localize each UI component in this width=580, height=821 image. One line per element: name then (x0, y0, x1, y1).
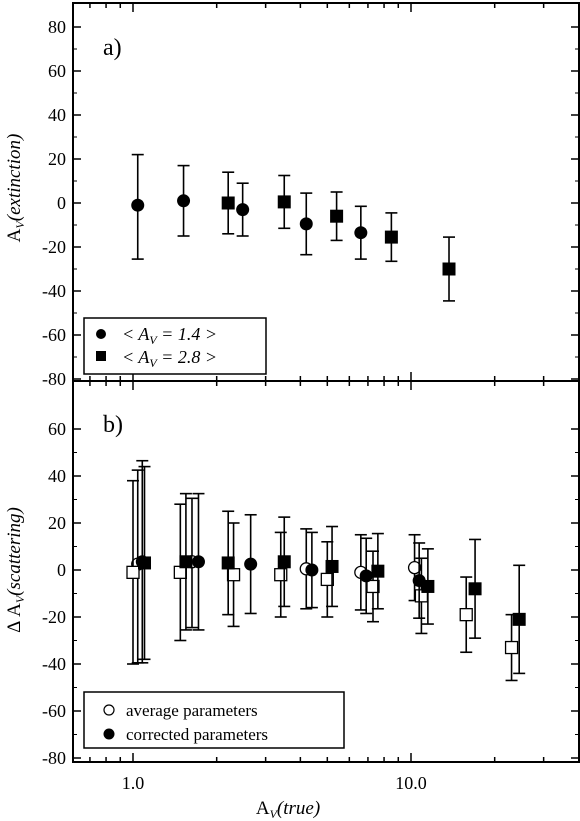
legend: average parameters corrected parameters (83, 691, 345, 749)
data-point-square (330, 209, 344, 223)
y-axis-title-sub: V (13, 220, 27, 229)
y-tick-label: -80 (42, 748, 66, 768)
legend-entry: < AV = 1.4 > (122, 324, 217, 347)
y-tick-label: -60 (42, 325, 66, 345)
data-point-square (442, 262, 456, 276)
data-point-open-square (459, 608, 473, 622)
x-axis-title: AV(true) (256, 798, 320, 821)
legend-entry-sub: V (149, 333, 158, 347)
legend: < AV = 1.4 >< AV = 2.8 > (83, 317, 267, 375)
y-axis-title: AV(extinction) (4, 134, 27, 243)
series-2 (135, 459, 426, 664)
y-tick-label: -60 (42, 701, 66, 721)
legend-marker-square (96, 351, 106, 361)
x-axis-title-paren: (true) (277, 798, 320, 819)
y-tick-label: -80 (42, 369, 66, 389)
data-point-open-square (504, 640, 519, 655)
data-point-square (512, 612, 526, 626)
data-point-open-square (366, 579, 380, 594)
y-axis-title-sub: V (13, 594, 27, 603)
legend-entry-average: average parameters (126, 701, 258, 720)
x-tick-label: 10.0 (395, 773, 427, 793)
panel-label: a) (103, 35, 122, 61)
data-point-circle (359, 569, 373, 583)
data-point-square (277, 195, 291, 209)
data-point-square (325, 559, 339, 573)
y-tick-label: 80 (48, 17, 66, 37)
series-3 (138, 465, 526, 675)
data-point-circle (177, 194, 191, 208)
plot-frame (72, 380, 580, 763)
panel-label: b) (103, 412, 123, 438)
legend-marker-circle (96, 329, 106, 339)
y-tick-label: 60 (48, 61, 66, 81)
data-point-open-circle (407, 561, 422, 575)
data-point-square (221, 556, 235, 570)
x-axis-title-main: A (256, 798, 270, 819)
y-axis-title: Δ AV(scattering) (4, 507, 27, 633)
y-axis-title-main: A (4, 228, 25, 242)
data-point-circle (299, 217, 313, 231)
legend-box (83, 691, 345, 749)
data-point-open-square (226, 568, 241, 582)
legend-marker-open-circle (103, 704, 115, 716)
y-tick-label: 60 (48, 419, 66, 439)
series-0 (131, 153, 368, 260)
y-tick-label: 40 (48, 466, 66, 486)
legend-entry-main: < A (122, 324, 150, 344)
y-tick-label: 20 (48, 513, 66, 533)
y-tick-label: 40 (48, 105, 66, 125)
data-point-circle (305, 563, 319, 577)
y-tick-label: 0 (57, 193, 66, 213)
data-point-square (138, 556, 152, 570)
legend-entry-main: < A (122, 347, 150, 367)
data-point-square (179, 555, 193, 569)
data-point-open-square (320, 572, 334, 587)
legend-box (83, 317, 267, 375)
legend-entry-rest: = 2.8 > (157, 347, 217, 367)
data-point-circle (244, 557, 258, 571)
y-axis-title-main: Δ A (4, 603, 25, 633)
legend-entry: < AV = 2.8 > (122, 347, 217, 370)
data-point-circle (236, 203, 250, 217)
legend-marker-filled-circle (103, 728, 115, 740)
data-point-square (277, 555, 291, 569)
y-tick-label: -20 (42, 237, 66, 257)
legend-entry-sub: V (149, 356, 158, 370)
y-tick-label: -40 (42, 654, 66, 674)
data-point-circle (191, 555, 205, 569)
y-axis-title-paren: (scattering) (4, 507, 25, 596)
data-point-square (384, 230, 398, 244)
data-point-open-square (126, 565, 140, 579)
legend-entry-rest: = 1.4 > (157, 324, 217, 344)
data-point-circle (131, 198, 145, 212)
data-point-square (371, 564, 385, 578)
data-point-circle (354, 226, 368, 240)
x-tick-label: 1.0 (122, 773, 145, 793)
legend-entry-corrected: corrected parameters (126, 725, 268, 744)
y-tick-label: -40 (42, 281, 66, 301)
data-point-square (421, 579, 435, 593)
data-point-square (468, 582, 482, 596)
y-tick-label: 20 (48, 149, 66, 169)
x-axis-title-sub: V (270, 807, 279, 821)
y-tick-label: -20 (42, 607, 66, 627)
y-axis-title-paren: (extinction) (4, 134, 25, 222)
series-1 (221, 171, 456, 302)
data-point-square (221, 196, 235, 210)
y-tick-label: 0 (57, 560, 66, 580)
